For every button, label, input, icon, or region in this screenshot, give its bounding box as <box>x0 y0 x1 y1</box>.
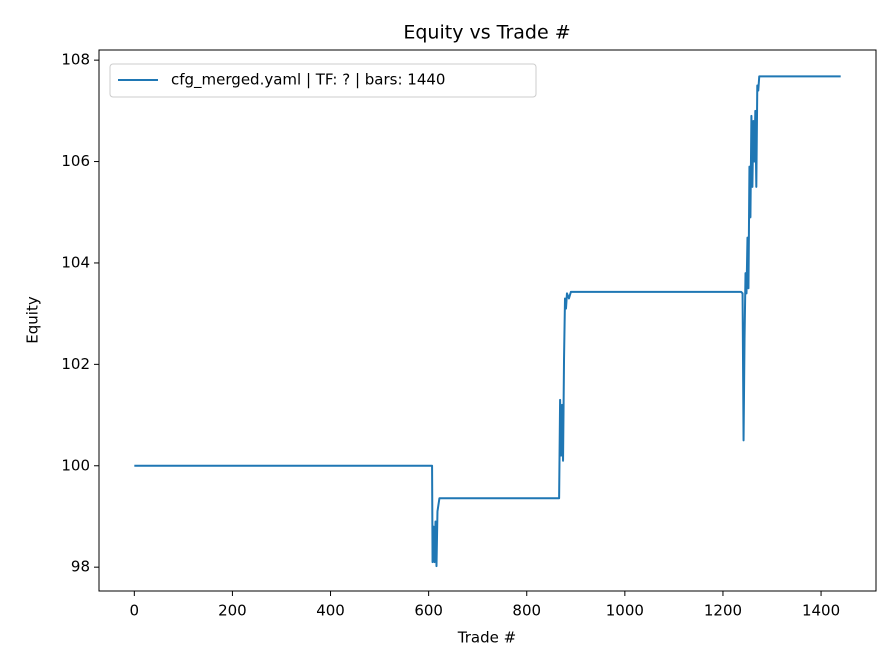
y-tick-label: 98 <box>71 558 90 576</box>
x-tick-label: 1000 <box>606 602 644 620</box>
y-axis-label: Equity <box>24 296 42 344</box>
y-tick-label: 102 <box>61 355 90 373</box>
y-tick-label: 104 <box>61 253 90 271</box>
x-tick-label: 1400 <box>802 602 840 620</box>
plot-frame <box>98 49 877 592</box>
legend-box <box>109 63 537 98</box>
x-tick-label: 1200 <box>704 602 742 620</box>
x-tick-label: 200 <box>218 602 247 620</box>
x-axis-label: Trade # <box>457 629 516 647</box>
x-tick-label: 400 <box>316 602 345 620</box>
line-series <box>134 75 841 568</box>
chart-title: Equity vs Trade # <box>403 22 570 44</box>
legend-label: cfg_merged.yaml | TF: ? | bars: 1440 <box>171 71 445 90</box>
y-tick-label: 100 <box>61 456 90 474</box>
x-tick-label: 600 <box>414 602 443 620</box>
x-tick-label: 800 <box>512 602 541 620</box>
x-tick-label: 0 <box>130 602 140 620</box>
y-tick-label: 106 <box>61 152 90 170</box>
y-tick-label: 108 <box>61 51 90 69</box>
